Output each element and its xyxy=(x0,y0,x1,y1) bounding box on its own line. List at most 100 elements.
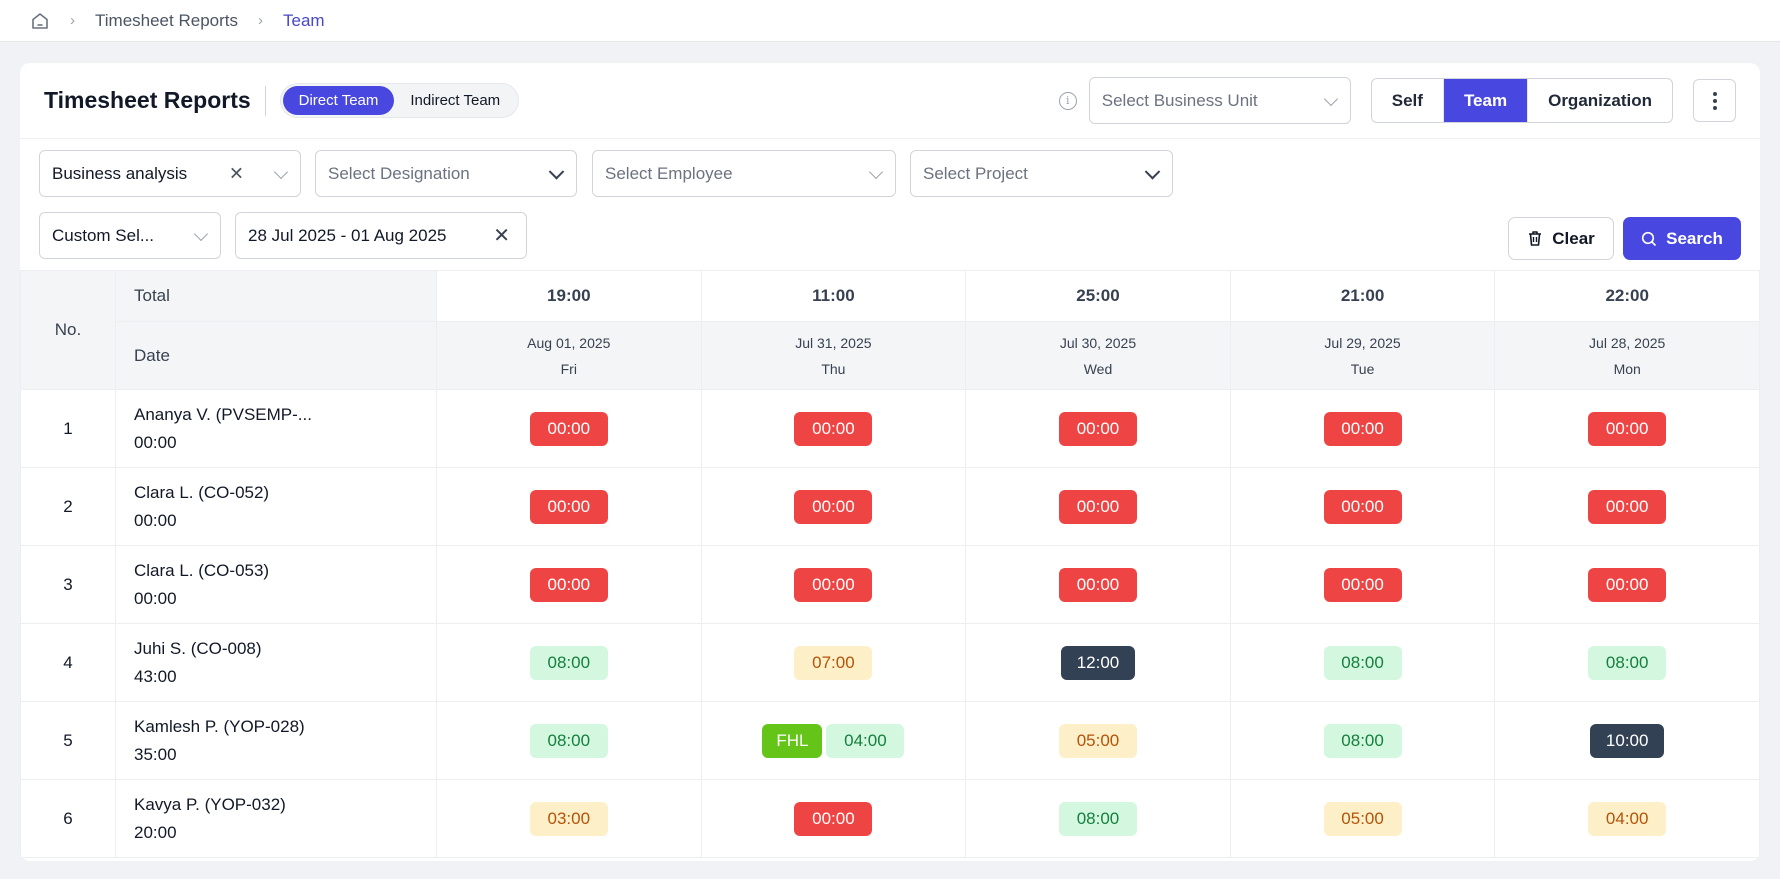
hours-cell[interactable]: 00:00 xyxy=(700,467,967,546)
weekday: Thu xyxy=(821,360,846,377)
chevron-down-icon xyxy=(273,164,289,179)
hours-badge[interactable]: 08:00 xyxy=(529,645,608,680)
employee-cell[interactable]: Juhi S. (CO-008) 43:00 xyxy=(115,623,437,702)
hours-cell[interactable]: 00:00 xyxy=(1229,545,1496,624)
hours-badge[interactable]: 00:00 xyxy=(794,411,873,446)
total-label: Total xyxy=(115,270,437,322)
hours-cell[interactable]: 00:00 xyxy=(1494,389,1760,468)
hours-cell[interactable]: 00:00 xyxy=(436,545,702,624)
report-header: Timesheet Reports Direct Team Indirect T… xyxy=(20,63,1760,139)
hours-cell[interactable]: 00:00 xyxy=(436,389,702,468)
hours-cell[interactable]: 00:00 xyxy=(700,779,967,858)
hours-badge[interactable]: 00:00 xyxy=(1323,411,1402,446)
employee-cell[interactable]: Kavya P. (YOP-032) 20:00 xyxy=(115,779,437,858)
business-unit-select[interactable]: Select Business Unit xyxy=(1088,77,1351,124)
designation-placeholder: Select Designation xyxy=(328,163,470,183)
date-range-input[interactable]: 28 Jul 2025 - 01 Aug 2025 ✕ xyxy=(235,212,527,259)
hours-badge[interactable]: 05:00 xyxy=(1323,801,1402,836)
tab-organization[interactable]: Organization xyxy=(1548,90,1652,110)
info-icon[interactable]: i xyxy=(1058,91,1077,110)
table-row: 6 Kavya P. (YOP-032) 20:00 03:00 00:00 08:00… xyxy=(20,779,1760,858)
hours-cell[interactable]: 00:00 xyxy=(965,467,1231,546)
employee-cell[interactable]: Kamlesh P. (YOP-028) 35:00 xyxy=(115,701,437,780)
hours-cell[interactable]: 08:00 xyxy=(965,779,1231,858)
hours-badge[interactable]: 00:00 xyxy=(1058,411,1137,446)
employee-cell[interactable]: Clara L. (CO-052) 00:00 xyxy=(115,467,437,546)
hours-badge[interactable]: 00:00 xyxy=(1323,567,1402,602)
hours-cell[interactable]: 03:00 xyxy=(436,779,702,858)
search-icon xyxy=(1641,231,1657,247)
home-icon[interactable] xyxy=(30,11,50,31)
hours-badge[interactable]: 00:00 xyxy=(1588,411,1667,446)
hours-badge[interactable]: 08:00 xyxy=(1058,801,1137,836)
hours-badge[interactable]: 08:00 xyxy=(529,723,608,758)
hours-badge[interactable]: 08:00 xyxy=(1323,723,1402,758)
hours-cell[interactable]: 10:00 xyxy=(1494,701,1760,780)
hours-badge[interactable]: 00:00 xyxy=(1588,489,1667,524)
employee-select[interactable]: Select Employee xyxy=(592,150,896,197)
department-select[interactable]: Business analysis ✕ xyxy=(39,150,301,197)
tab-team[interactable]: Team xyxy=(1443,79,1529,122)
hours-cell[interactable]: 08:00 xyxy=(1229,623,1496,702)
hours-cell[interactable]: 00:00 xyxy=(436,467,702,546)
hours-cell[interactable]: 08:00 xyxy=(436,623,702,702)
hours-badge[interactable]: 03:00 xyxy=(529,801,608,836)
leave-badge: FHL xyxy=(762,723,823,758)
hours-cell[interactable]: FHL 04:00 xyxy=(700,701,967,780)
hours-cell[interactable]: 00:00 xyxy=(1494,467,1760,546)
dot xyxy=(1712,98,1717,103)
hours-cell[interactable]: 00:00 xyxy=(1229,389,1496,468)
hours-cell[interactable]: 07:00 xyxy=(700,623,967,702)
hours-badge[interactable]: 00:00 xyxy=(794,567,873,602)
employee-cell[interactable]: Clara L. (CO-053) 00:00 xyxy=(115,545,437,624)
more-options-button[interactable] xyxy=(1693,79,1736,122)
clear-department-icon[interactable]: ✕ xyxy=(228,163,244,183)
hours-cell[interactable]: 05:00 xyxy=(1229,779,1496,858)
hours-badge[interactable]: 08:00 xyxy=(1323,645,1402,680)
hours-cell[interactable]: 00:00 xyxy=(965,545,1231,624)
hours-cell[interactable]: 05:00 xyxy=(965,701,1231,780)
hours-badge[interactable]: 00:00 xyxy=(1058,567,1137,602)
breadcrumb-timesheet-reports[interactable]: Timesheet Reports xyxy=(95,10,238,30)
hours-badge[interactable]: 08:00 xyxy=(1588,645,1667,680)
hours-badge[interactable]: 00:00 xyxy=(529,411,608,446)
table-row: 2 Clara L. (CO-052) 00:00 00:00 00:00 00:00 0… xyxy=(20,467,1760,546)
hours-badge[interactable]: 12:00 xyxy=(1060,645,1135,680)
tab-self[interactable]: Self xyxy=(1372,79,1444,122)
tab-indirect-team[interactable]: Indirect Team xyxy=(410,92,501,109)
hours-cell[interactable]: 08:00 xyxy=(1494,623,1760,702)
designation-select[interactable]: Select Designation xyxy=(315,150,577,197)
date-header: Jul 30, 2025 Wed xyxy=(965,321,1231,390)
hours-badge[interactable]: 00:00 xyxy=(1588,567,1667,602)
hours-cell[interactable]: 00:00 xyxy=(965,389,1231,468)
hours-badge[interactable]: 07:00 xyxy=(794,645,873,680)
hours-badge[interactable]: 00:00 xyxy=(794,489,873,524)
period-select[interactable]: Custom Sel... xyxy=(39,212,221,259)
project-select[interactable]: Select Project xyxy=(910,150,1173,197)
employee-cell[interactable]: Ananya V. (PVSEMP-... 00:00 xyxy=(115,389,437,468)
hours-cell[interactable]: 12:00 xyxy=(965,623,1231,702)
search-button[interactable]: Search xyxy=(1623,217,1741,260)
hours-cell[interactable]: 00:00 xyxy=(1229,467,1496,546)
row-number: 4 xyxy=(20,623,116,702)
hours-cell[interactable]: 00:00 xyxy=(700,545,967,624)
tab-direct-team[interactable]: Direct Team xyxy=(282,86,395,115)
hours-badge[interactable]: 00:00 xyxy=(1323,489,1402,524)
hours-badge[interactable]: 10:00 xyxy=(1590,723,1665,758)
hours-cell[interactable]: 08:00 xyxy=(436,701,702,780)
hours-badge[interactable]: 00:00 xyxy=(1058,489,1137,524)
hours-badge[interactable]: 05:00 xyxy=(1058,723,1137,758)
hours-cell[interactable]: 04:00 xyxy=(1494,779,1760,858)
hours-cell[interactable]: 00:00 xyxy=(700,389,967,468)
clear-date-icon[interactable]: ✕ xyxy=(493,225,510,247)
date: Jul 28, 2025 xyxy=(1589,334,1666,351)
hours-badge[interactable]: 00:00 xyxy=(529,567,608,602)
clear-button[interactable]: Clear xyxy=(1508,217,1614,260)
employee-total: 00:00 xyxy=(134,432,177,452)
hours-badge[interactable]: 04:00 xyxy=(1588,801,1667,836)
hours-cell[interactable]: 08:00 xyxy=(1229,701,1496,780)
hours-cell[interactable]: 00:00 xyxy=(1494,545,1760,624)
hours-badge[interactable]: 00:00 xyxy=(794,801,873,836)
hours-badge[interactable]: 00:00 xyxy=(529,489,608,524)
hours-badge[interactable]: 04:00 xyxy=(826,723,905,758)
